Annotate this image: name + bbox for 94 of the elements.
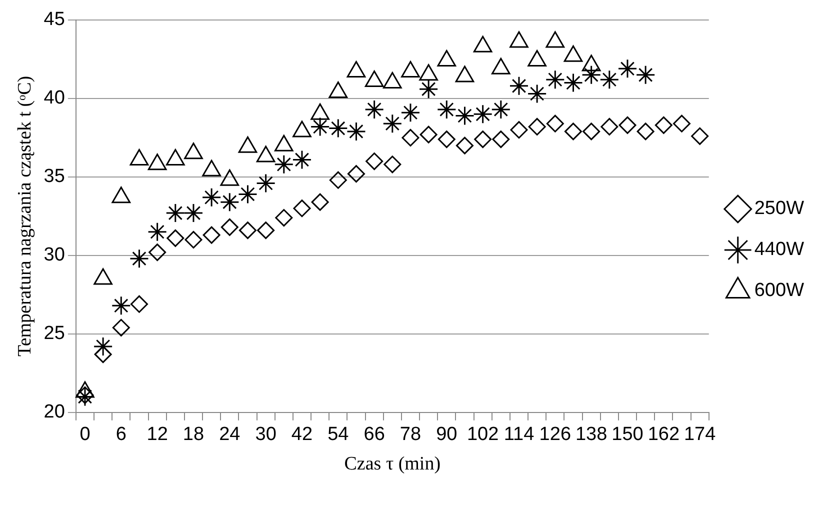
point: [166, 203, 186, 223]
point: [438, 130, 456, 148]
point: [528, 118, 546, 136]
point: [238, 222, 256, 240]
x-tick-label: 0: [80, 424, 90, 446]
y-axis-title: Temperatura nagrzania cząstek t (ᵒC): [14, 76, 36, 356]
y-tick-label: 45: [44, 9, 65, 30]
point: [129, 248, 149, 268]
x-tick-label: 102: [466, 424, 499, 446]
x-tick-label: 42: [291, 424, 313, 446]
point: [347, 165, 365, 183]
point: [130, 295, 148, 313]
x-tick-label: 6: [116, 424, 126, 446]
x-tick-label: 150: [612, 424, 644, 446]
point: [563, 73, 583, 93]
x-tick-label: 18: [182, 424, 204, 446]
point: [292, 150, 312, 170]
point: [275, 209, 293, 227]
point: [436, 100, 456, 120]
point: [564, 122, 582, 140]
point: [545, 70, 565, 90]
point: [112, 318, 130, 336]
point: [94, 346, 112, 364]
point: [310, 116, 330, 136]
point: [491, 100, 511, 120]
point: [328, 118, 348, 138]
legend-label: 440W: [754, 239, 804, 260]
point: [148, 244, 166, 262]
x-tick-label: 12: [146, 424, 168, 446]
point: [618, 116, 636, 134]
point: [184, 230, 202, 248]
legend-label: 600W: [754, 280, 804, 302]
point: [329, 171, 347, 189]
point: [346, 122, 366, 142]
point: [473, 104, 493, 124]
point: [256, 173, 276, 193]
point: [600, 70, 620, 90]
x-tick-label: 138: [575, 424, 608, 446]
point: [293, 200, 311, 218]
point: [474, 130, 492, 148]
point: [456, 136, 474, 154]
point: [148, 222, 168, 242]
point: [402, 128, 420, 146]
point: [672, 114, 690, 132]
x-tick-label: 24: [219, 424, 241, 446]
point: [420, 126, 438, 144]
point: [93, 336, 113, 356]
point: [364, 100, 384, 120]
y-tick-label: 25: [44, 323, 65, 344]
point: [582, 65, 602, 85]
x-tick-label: 90: [436, 424, 458, 446]
point: [166, 229, 184, 247]
point: [654, 116, 672, 134]
x-tick-label: 114: [504, 424, 535, 446]
x-tick-label: 174: [684, 424, 716, 446]
x-tick-label: 162: [648, 424, 680, 446]
point: [492, 130, 510, 148]
point: [257, 222, 275, 240]
point: [418, 79, 438, 99]
point: [184, 203, 204, 223]
point: [691, 127, 709, 145]
y-tick-label: 30: [44, 244, 65, 266]
point: [111, 296, 131, 316]
point: [509, 76, 529, 96]
point: [527, 84, 547, 104]
point: [454, 106, 474, 126]
y-tick-label: 40: [44, 88, 65, 109]
x-tick-label: 78: [400, 424, 422, 446]
point: [202, 226, 220, 244]
point: [311, 193, 329, 211]
point: [238, 184, 258, 204]
point: [220, 218, 238, 236]
x-axis-title: Czas τ (min): [344, 454, 441, 475]
point: [274, 154, 294, 174]
x-tick-label: 54: [328, 424, 350, 446]
x-tick-label: 66: [364, 424, 385, 446]
point: [636, 65, 656, 85]
point: [510, 121, 528, 139]
y-tick-label: 35: [44, 166, 65, 188]
x-tick-label: 30: [255, 424, 276, 446]
point: [400, 102, 420, 122]
point: [382, 114, 402, 134]
point: [546, 114, 564, 132]
point: [366, 152, 384, 170]
point: [582, 122, 600, 140]
point: [600, 118, 618, 136]
point: [636, 122, 654, 140]
legend-label: 250W: [754, 198, 804, 220]
point: [202, 188, 222, 208]
point: [618, 58, 638, 78]
point: [220, 192, 240, 212]
y-tick-label: 20: [44, 402, 65, 423]
point: [384, 156, 402, 174]
x-tick-label: 126: [539, 424, 572, 446]
